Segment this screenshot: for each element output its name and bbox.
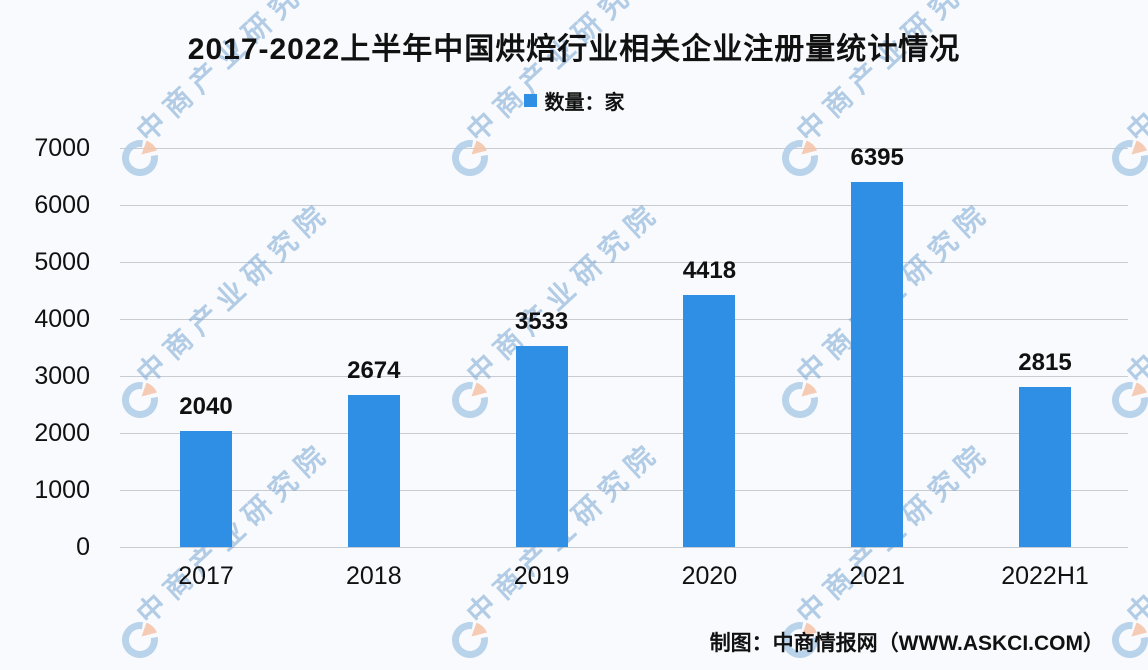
watermark-text: 中商产业研究院 [0, 435, 7, 630]
gridline-2000 [120, 433, 1128, 434]
y-axis-tick-label: 2000 [34, 419, 90, 447]
watermark-logo-icon [781, 382, 818, 419]
x-axis-label-2018: 2018 [345, 562, 402, 590]
y-axis-tick-label: 3000 [34, 362, 90, 390]
y-axis-tick-label: 7000 [34, 134, 90, 162]
gridline-1000 [120, 490, 1128, 491]
watermark-text: 中商产业研究院 [790, 0, 997, 148]
gridline-7000 [120, 148, 1128, 149]
y-axis-tick-label: 6000 [34, 191, 90, 219]
watermark-logo-icon [450, 138, 490, 178]
bar-value-label-2017: 2040 [179, 392, 233, 420]
bar-2019 [515, 345, 568, 547]
x-axis-label-2022H1: 2022H1 [1001, 562, 1089, 590]
gridline-6000 [120, 205, 1128, 206]
watermark-logo-icon [1111, 140, 1148, 177]
x-axis-label-2017: 2017 [178, 562, 234, 590]
gridline-5000 [120, 262, 1128, 263]
watermark-logo-icon [1110, 620, 1148, 660]
watermark-text: 中商产业研究院 [460, 0, 667, 148]
x-axis-label-2020: 2020 [681, 562, 738, 590]
attribution-text: 制图：中商情报网（WWW.ASKCI.COM） [709, 632, 1104, 655]
watermark-text: 中商产业研究院 [130, 435, 337, 630]
watermark-text: 中商产业研究院 [1120, 195, 1148, 390]
bar-value-label-2022H1: 2815 [1018, 348, 1072, 376]
watermark-logo-icon [451, 622, 488, 659]
watermark-logo-icon [121, 140, 158, 177]
watermark-logo-icon [1110, 138, 1148, 178]
y-axis-tick-label: 0 [76, 533, 90, 561]
bar-value-label-2018: 2674 [347, 356, 401, 384]
watermark-logo-icon [1111, 382, 1148, 419]
y-axis-tick-label: 1000 [34, 476, 90, 504]
watermark-text: 中商产业研究院 [130, 0, 337, 148]
watermark-logo-icon [450, 380, 490, 420]
watermark-text: 中商产业研究院 [1120, 435, 1148, 630]
watermark-logo-icon [121, 622, 158, 659]
bar-2018 [347, 394, 400, 547]
watermark-logo-icon [120, 138, 160, 178]
chart-title: 2017-2022上半年中国烘焙行业相关企业注册量统计情况 [187, 33, 961, 66]
bar-2017 [180, 430, 232, 547]
gridline-0 [120, 547, 1128, 548]
bar-value-label-2020: 4418 [682, 257, 737, 285]
watermark-logo-icon [1110, 380, 1148, 420]
watermark-text: 中商产业研究院 [1120, 0, 1148, 148]
bar-2020 [683, 295, 736, 547]
bar-2021 [851, 182, 904, 547]
watermark-logo-icon [120, 620, 160, 660]
bar-2022H1 [1019, 386, 1071, 547]
y-axis-tick-label: 4000 [34, 305, 90, 333]
gridline-3000 [120, 376, 1128, 377]
watermark-logo-icon [1111, 622, 1148, 659]
gridline-4000 [120, 319, 1128, 320]
legend-label: 数量：家 [544, 92, 625, 114]
bar-value-label-2021: 6395 [850, 144, 904, 172]
watermark-text: 中商产业研究院 [0, 195, 7, 390]
watermark-text: 中商产业研究院 [0, 0, 7, 148]
legend-swatch-icon [523, 94, 537, 107]
watermark-logo-icon [450, 620, 490, 660]
x-axis-label-2019: 2019 [513, 562, 570, 590]
watermark-logo-icon [780, 380, 820, 420]
watermark-logo-icon [451, 382, 488, 419]
watermark-logo-icon [451, 140, 488, 177]
x-axis-label-2021: 2021 [849, 562, 905, 590]
legend: 数量：家 [0, 86, 1148, 115]
bar-value-label-2019: 3533 [514, 307, 569, 335]
y-axis-tick-label: 5000 [34, 248, 90, 276]
